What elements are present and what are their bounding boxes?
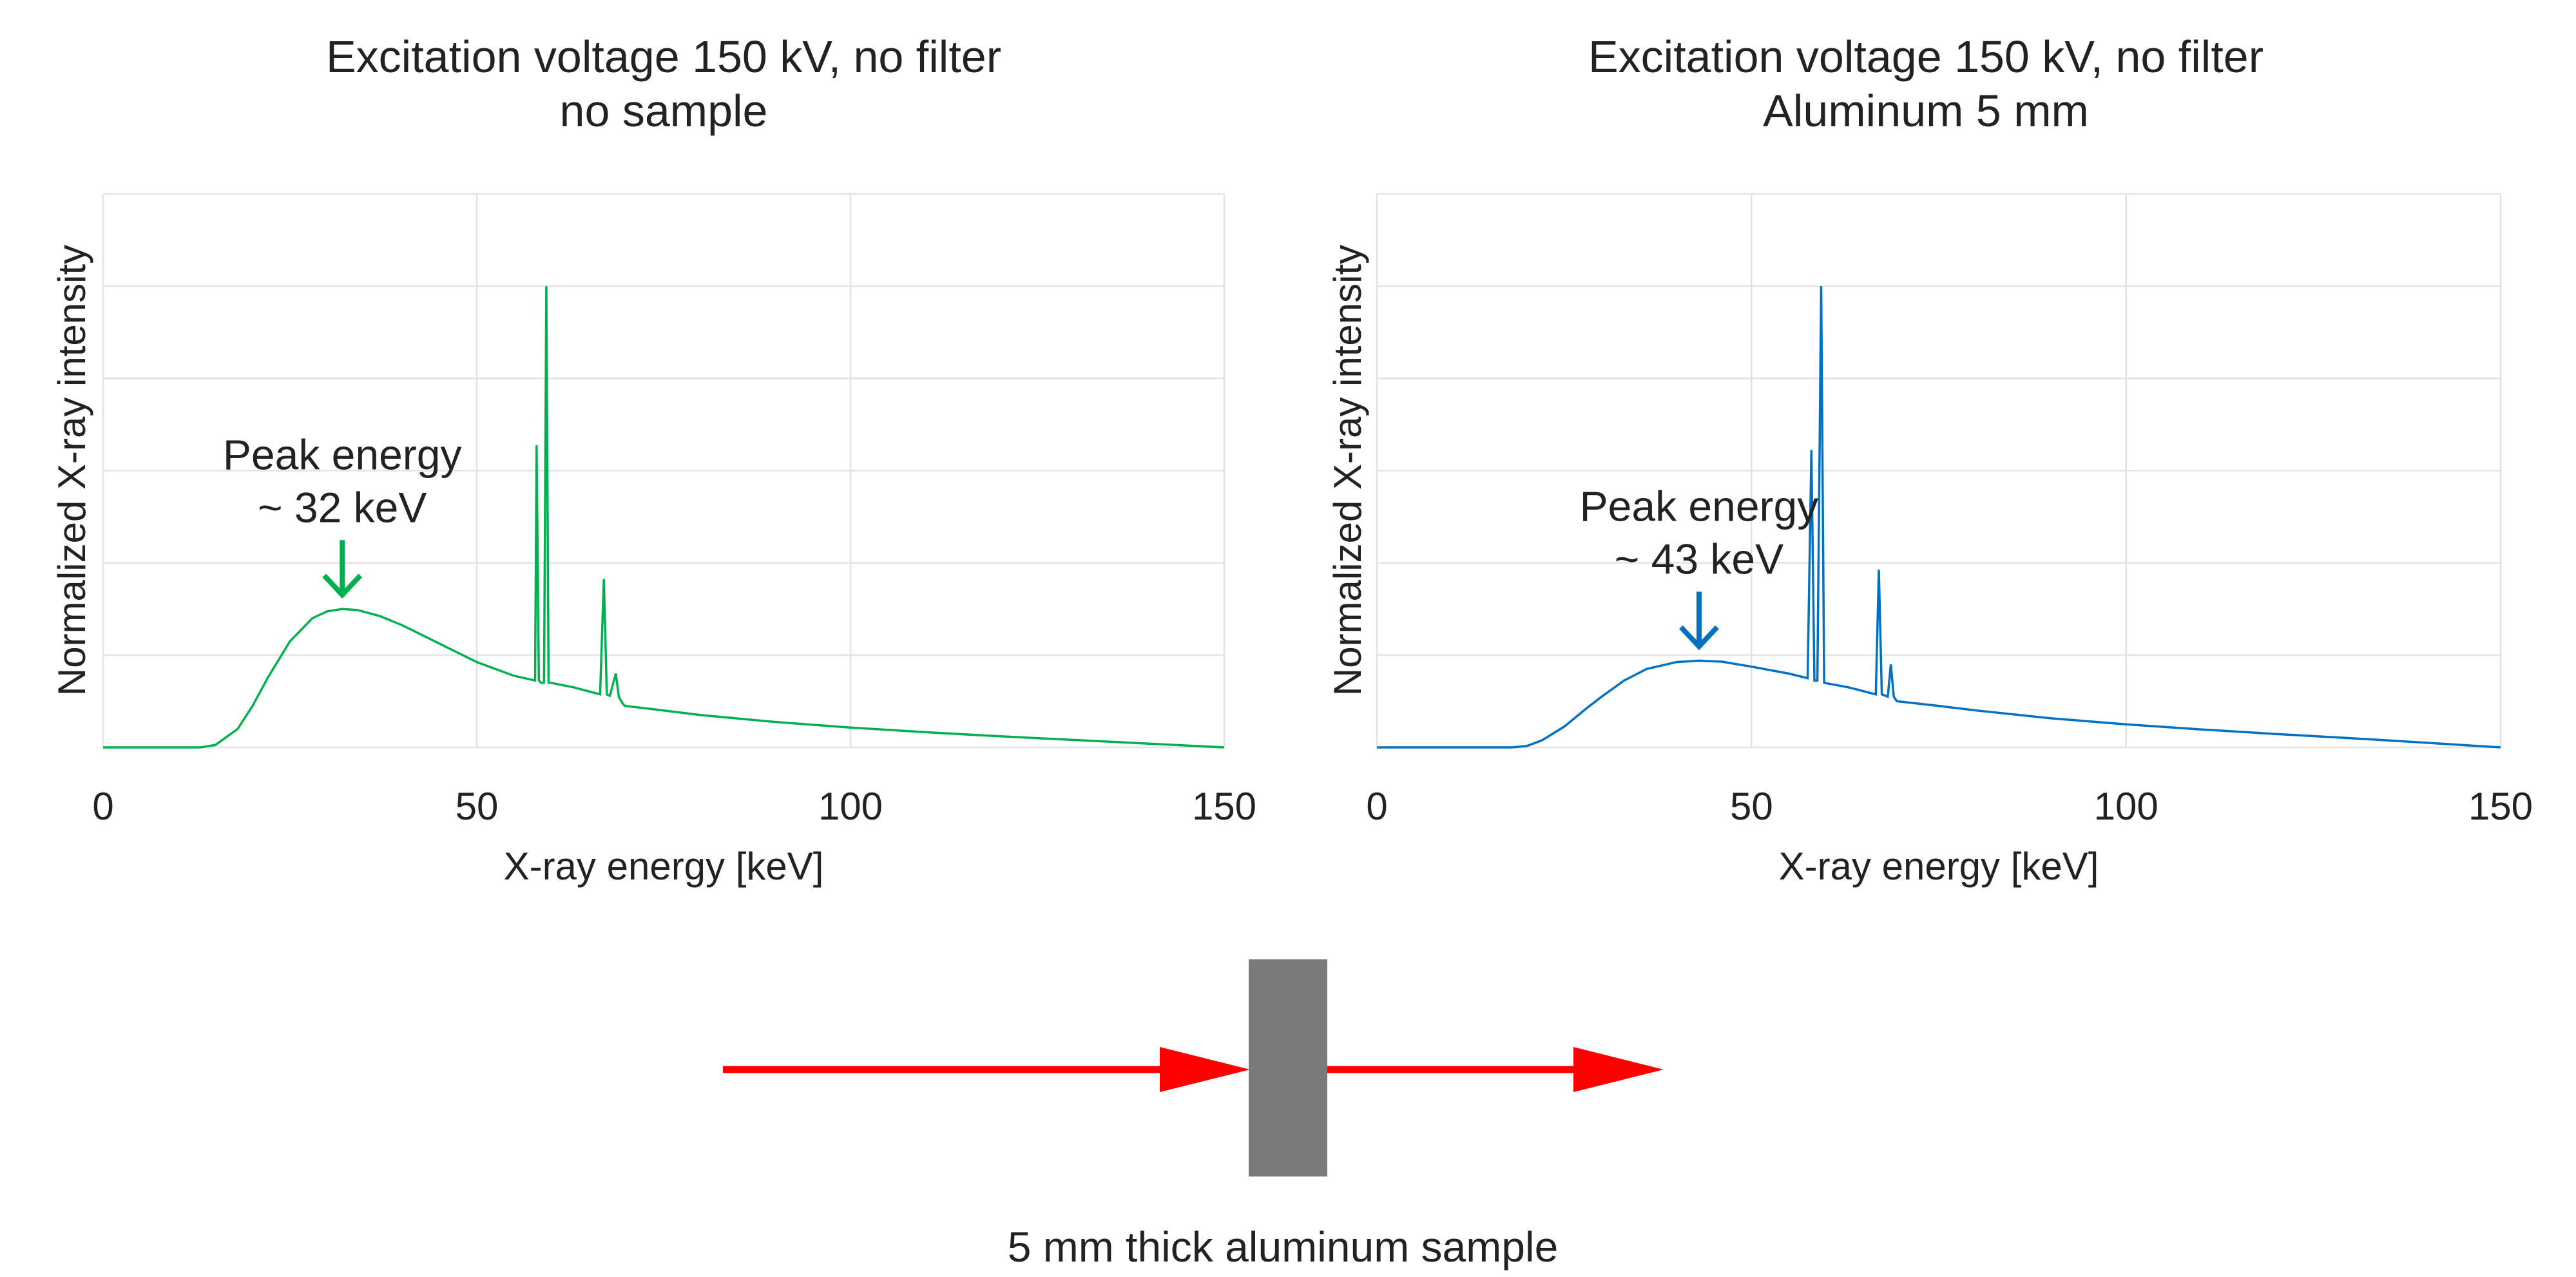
x-axis-label: X-ray energy [keV] [504, 845, 824, 888]
sample-caption: 5 mm thick aluminum sample [1008, 1223, 1559, 1271]
x-tick-label: 100 [2094, 785, 2158, 828]
y-axis-label: Normalized X-ray intensity [50, 245, 93, 696]
x-tick-label: 50 [456, 785, 499, 828]
peak-annotation: Peak energy ~ 43 keV [1580, 482, 1819, 651]
beam-diagram: 5 mm thick aluminum sample [723, 959, 1664, 1271]
chart-no-sample: Excitation voltage 150 kV, no filter no … [50, 32, 1256, 888]
chart-title-line2: Aluminum 5 mm [1763, 86, 2089, 136]
transmitted-arrowhead-icon [1573, 1047, 1664, 1092]
x-tick-label: 50 [1730, 785, 1773, 828]
spectrum-line [103, 286, 1225, 749]
grid [102, 193, 1226, 749]
x-tick-label: 100 [818, 785, 883, 828]
chart-title-line1: Excitation voltage 150 kV, no filter [1588, 32, 2264, 82]
x-tick-label: 150 [1192, 785, 1256, 828]
down-arrow-icon [1679, 591, 1719, 651]
x-ticks: 0 50 100 150 [1366, 785, 2533, 828]
chart-aluminum-5mm: Excitation voltage 150 kV, no filter Alu… [1326, 32, 2533, 888]
x-tick-label: 0 [1366, 785, 1387, 828]
annotation-line1: Peak energy [223, 430, 462, 478]
chart-title-line2: no sample [560, 86, 768, 136]
aluminum-sample [1249, 959, 1327, 1176]
annotation-line1: Peak energy [1580, 482, 1819, 530]
x-tick-label: 0 [92, 785, 113, 828]
chart-title-line1: Excitation voltage 150 kV, no filter [326, 32, 1001, 82]
incident-arrowhead-icon [1160, 1047, 1250, 1092]
x-tick-label: 150 [2468, 785, 2533, 828]
x-axis-label: X-ray energy [keV] [1779, 845, 2099, 888]
grid [1376, 193, 2502, 749]
spectrum-line [1377, 286, 2501, 749]
x-ticks: 0 50 100 150 [92, 785, 1256, 828]
annotation-line2: ~ 43 keV [1615, 535, 1783, 582]
y-axis-label: Normalized X-ray intensity [1326, 245, 1369, 696]
annotation-line2: ~ 32 keV [258, 483, 427, 531]
peak-annotation: Peak energy ~ 32 keV [223, 430, 462, 599]
down-arrow-icon [322, 540, 363, 599]
